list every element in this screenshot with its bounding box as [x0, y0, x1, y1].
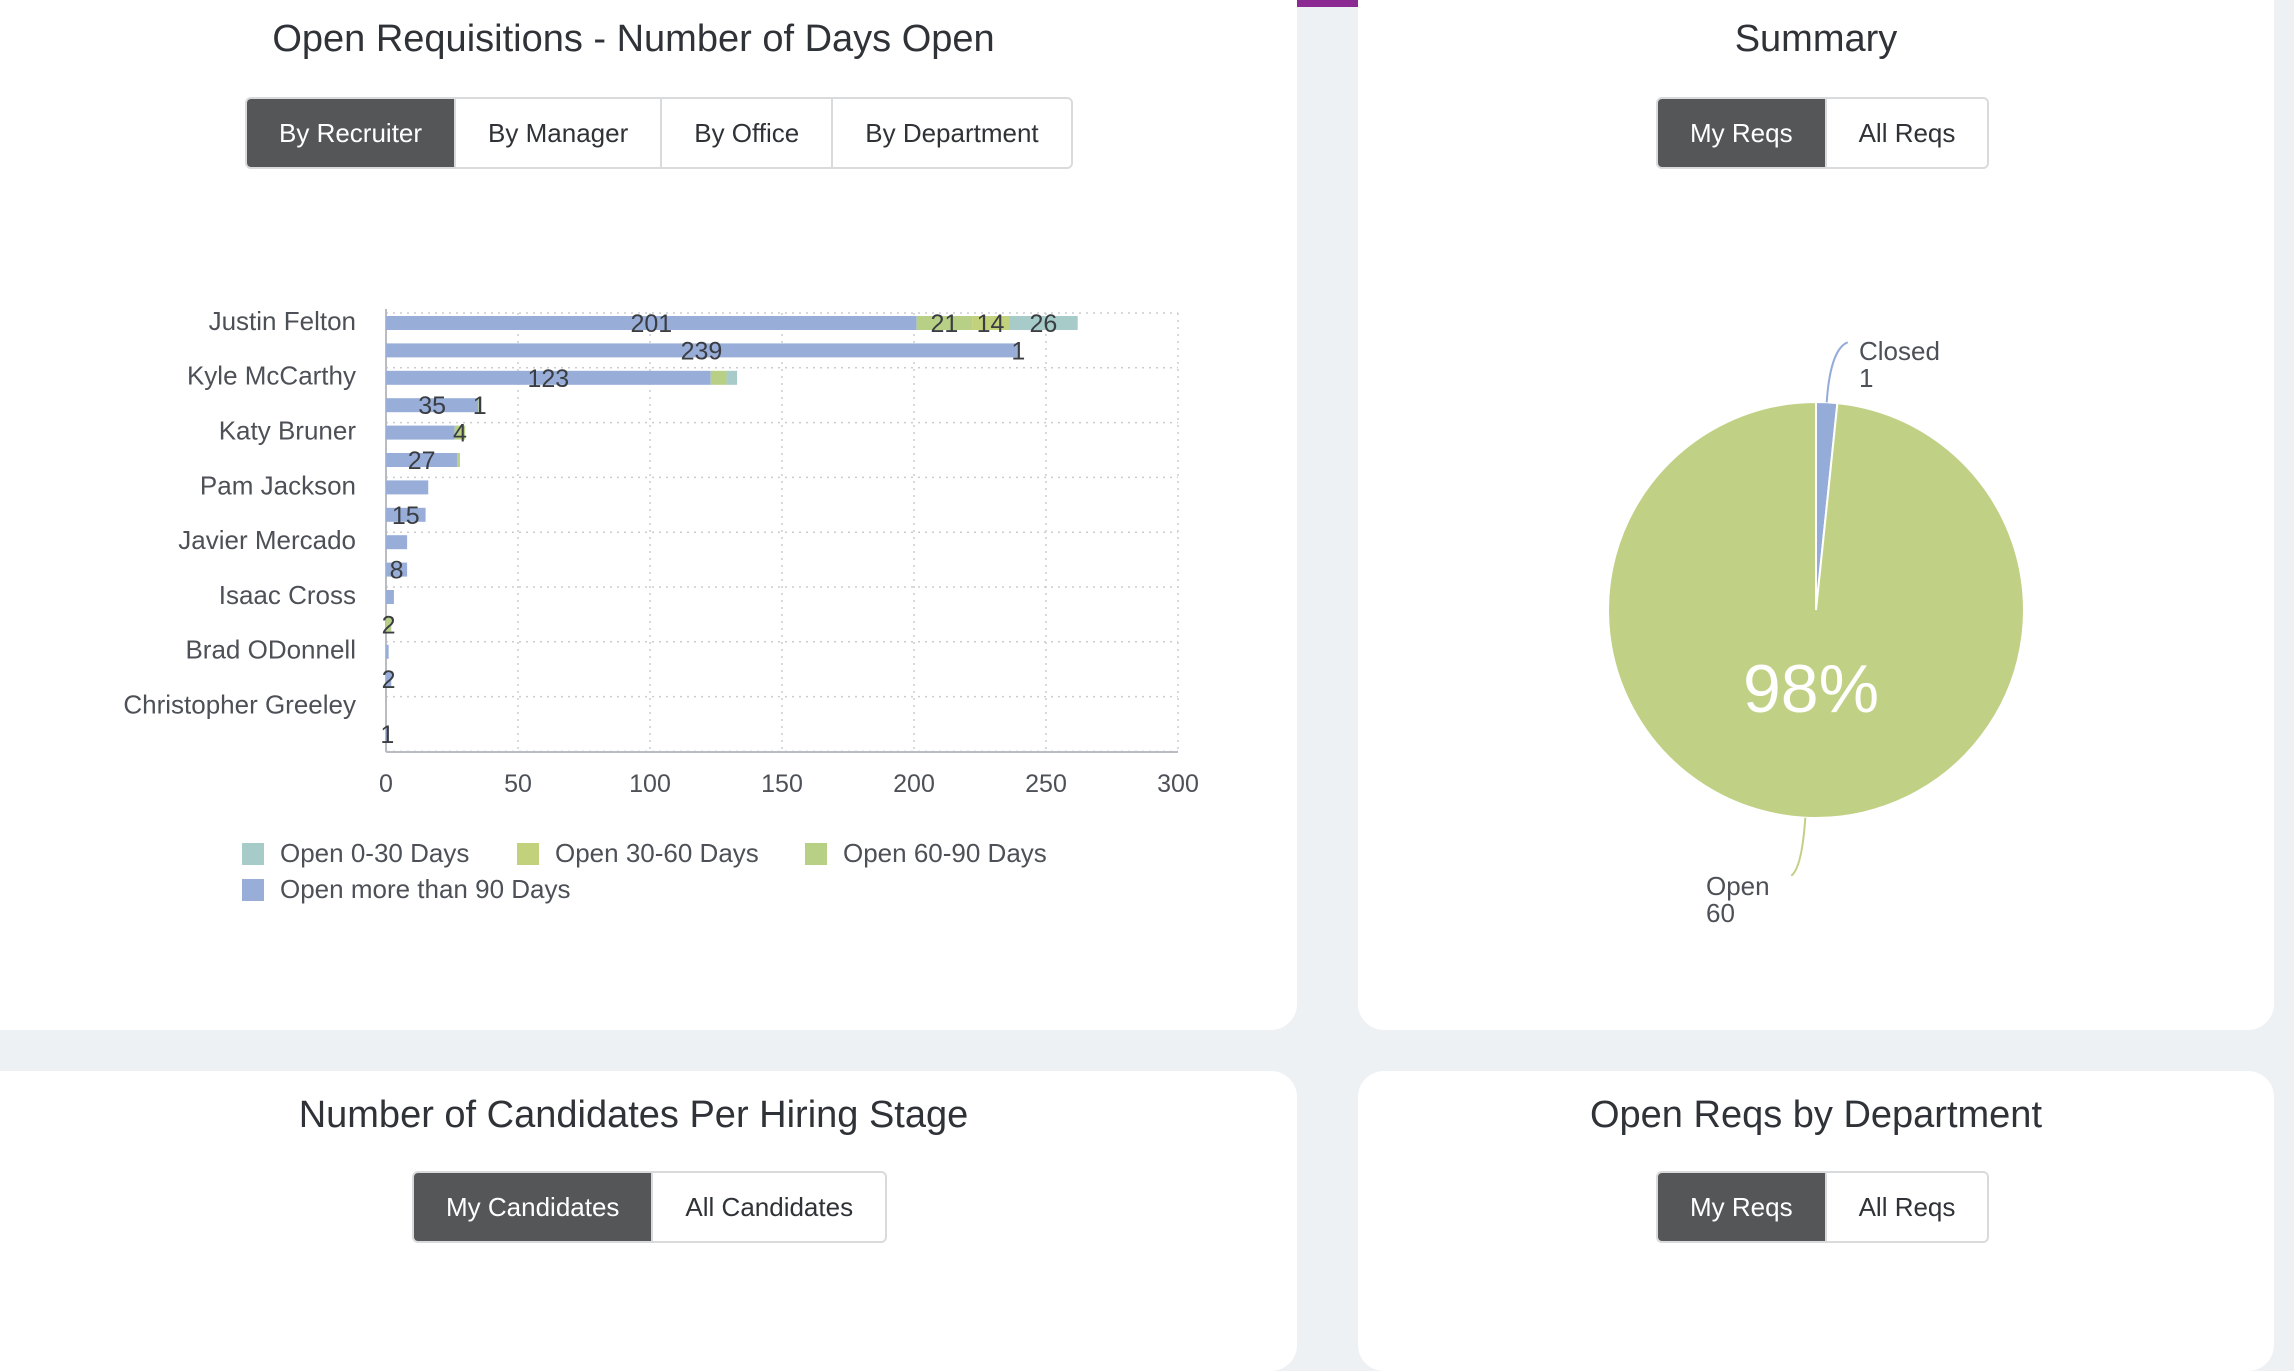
tab-my-candidates[interactable]: My Candidates [414, 1173, 652, 1241]
recruiter-filter-tabs: By Recruiter By Manager By Office By Dep… [245, 97, 1073, 169]
recruiter-label: Katy Bruner [219, 415, 357, 445]
open-reqs-by-department-card: Open Reqs by Department My Reqs All Reqs [1358, 1071, 2274, 1371]
legend-swatch [805, 843, 827, 865]
bar-segment [386, 316, 917, 330]
bar-data-label: 26 [1029, 310, 1057, 338]
bar-data-label: 8 [390, 557, 404, 585]
bar-segment [386, 727, 389, 741]
x-tick-label: 300 [1157, 770, 1199, 798]
bar-data-label: 14 [977, 310, 1005, 338]
bar-data-label: 15 [392, 502, 420, 530]
bar-data-label: 21 [930, 310, 958, 338]
open-requisitions-card: Open Requisitions - Number of Days Open … [0, 0, 1297, 1030]
tab-my-reqs[interactable]: My Reqs [1658, 1173, 1825, 1241]
bar-segment [710, 370, 727, 385]
pie-label-open: Open [1706, 871, 1770, 901]
tab-by-department[interactable]: By Department [831, 99, 1071, 167]
department-filter-tabs: My Reqs All Reqs [1656, 1171, 1990, 1243]
bar-segment [386, 617, 392, 632]
legend-swatch [517, 843, 539, 865]
bar-segment [386, 343, 1017, 358]
x-tick-label: 100 [629, 770, 671, 798]
recruiter-label: Brad ODonnell [185, 635, 356, 665]
x-tick-label: 200 [893, 770, 935, 798]
pie-connector-open [1790, 817, 1807, 877]
candidates-per-stage-card: Number of Candidates Per Hiring Stage My… [0, 1071, 1297, 1371]
pie-connector-closed [1825, 341, 1849, 403]
pie-slice-open [1607, 400, 2025, 819]
bar-data-label: 201 [630, 310, 672, 338]
bar-data-label: 27 [408, 447, 436, 475]
recruiter-label: Javier Mercado [178, 525, 356, 555]
bar-segment [454, 425, 466, 440]
tab-by-recruiter[interactable]: By Recruiter [247, 99, 455, 167]
bar-segment [386, 453, 458, 467]
bar-segment [386, 590, 394, 604]
bar-segment [1016, 343, 1020, 358]
bar-segment [1009, 316, 1078, 330]
tab-by-manager[interactable]: By Manager [454, 99, 661, 167]
bar-segment [386, 644, 389, 659]
bar-segment [386, 507, 426, 522]
bar-data-label: 35 [418, 392, 446, 420]
summary-filter-tabs: My Reqs All Reqs [1656, 97, 1990, 169]
open-reqs-by-department-title: Open Reqs by Department [1589, 1094, 2042, 1136]
candidates-per-stage-title: Number of Candidates Per Hiring Stage [298, 1094, 969, 1136]
bar-data-label: 4 [453, 420, 467, 448]
bar-segment [386, 535, 408, 550]
x-tick-label: 0 [379, 770, 393, 798]
candidates-filter-tabs: My Candidates All Candidates [412, 1171, 888, 1243]
legend-label: Open 60-90 Days [843, 838, 1047, 868]
bar-data-label: 123 [528, 365, 570, 393]
bar-segment [972, 316, 1010, 330]
tab-all-reqs[interactable]: All Reqs [1824, 99, 1988, 167]
recruiter-label: Isaac Cross [219, 580, 356, 610]
tab-my-reqs[interactable]: My Reqs [1658, 99, 1825, 167]
legend-label: Open 0-30 Days [280, 838, 469, 868]
x-tick-label: 150 [761, 770, 803, 798]
recruiter-label: Justin Felton [209, 306, 356, 336]
summary-title: Summary [1734, 18, 1898, 60]
pie-value-closed: 1 [1859, 363, 1873, 393]
bar-data-label: 1 [380, 721, 394, 749]
bar-segment [386, 425, 455, 440]
bar-segment [726, 370, 738, 385]
legend-label: Open more than 90 Days [280, 874, 571, 904]
x-tick-label: 50 [504, 770, 532, 798]
bar-segment [386, 562, 408, 577]
tab-by-office[interactable]: By Office [660, 99, 832, 167]
bar-segment [386, 370, 711, 385]
bar-data-label: 239 [681, 337, 723, 365]
tab-all-candidates[interactable]: All Candidates [651, 1173, 886, 1241]
bar-data-label: 1 [1011, 337, 1025, 365]
pie-center-percentage: 98% [1743, 651, 1879, 727]
recruiter-label: Christopher Greeley [123, 689, 356, 719]
legend-label: Open 30-60 Days [555, 838, 759, 868]
x-tick-label: 250 [1025, 770, 1067, 798]
bar-data-label: 1 [473, 392, 487, 420]
pie-value-open: 60 [1706, 898, 1735, 928]
tab-all-reqs[interactable]: All Reqs [1824, 1173, 1988, 1241]
bar-segment [457, 453, 460, 467]
legend-swatch [242, 879, 264, 901]
open-requisitions-title: Open Requisitions - Number of Days Open [272, 18, 995, 60]
bar-segment [386, 672, 392, 687]
bar-segment [386, 480, 429, 495]
bar-segment [478, 398, 482, 413]
recruiter-label: Pam Jackson [200, 470, 356, 500]
bar-data-label: 2 [382, 611, 396, 639]
bar-segment [386, 398, 479, 413]
bar-data-label: 2 [382, 666, 396, 694]
bar-segment [916, 316, 973, 330]
legend-swatch [242, 843, 264, 865]
pie-label-closed: Closed [1859, 336, 1940, 366]
recruiter-label: Kyle McCarthy [187, 361, 356, 391]
